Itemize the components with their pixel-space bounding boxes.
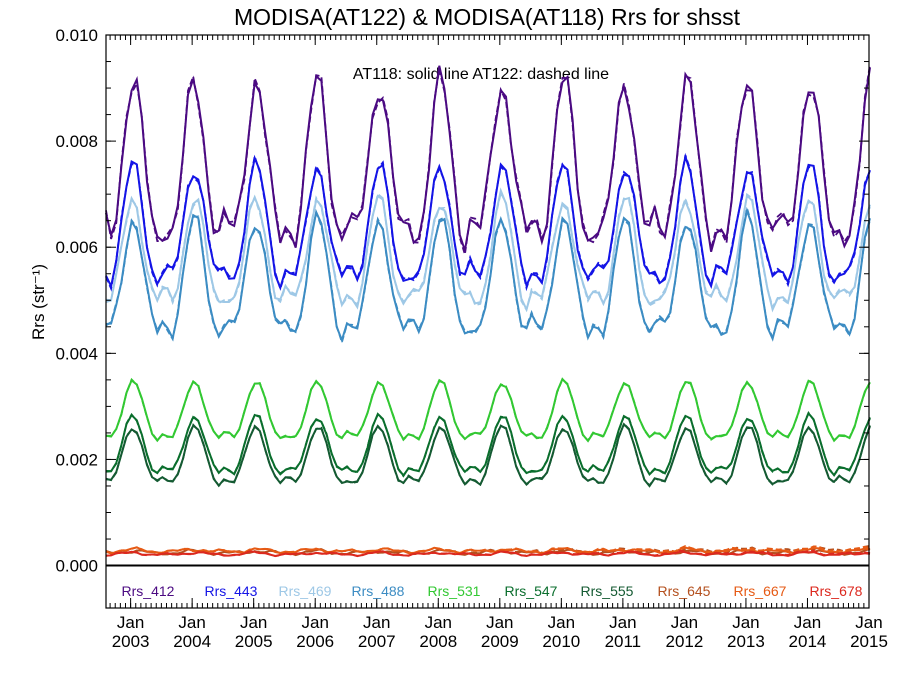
legend-item-rrs-645: Rrs_645 bbox=[658, 583, 711, 599]
legend-item-rrs-555: Rrs_555 bbox=[581, 583, 634, 599]
x-tick-label-month: Jan bbox=[240, 613, 267, 632]
y-tick-label: 0.000 bbox=[55, 557, 98, 576]
chart-subtitle: AT118: solid line AT122: dashed line bbox=[353, 66, 609, 83]
x-tick-label-month: Jan bbox=[671, 613, 698, 632]
x-tick-label-year: 2003 bbox=[112, 632, 150, 651]
y-tick-label: 0.002 bbox=[55, 450, 98, 469]
x-tick-label-month: Jan bbox=[548, 613, 575, 632]
series-line-solid-rrs-443 bbox=[105, 152, 871, 291]
x-tick-label-year: 2013 bbox=[727, 632, 765, 651]
legend-item-rrs-531: Rrs_531 bbox=[428, 583, 481, 599]
x-tick-label-year: 2008 bbox=[419, 632, 457, 651]
y-tick-label: 0.010 bbox=[55, 26, 98, 45]
series-line-solid-rrs-667 bbox=[105, 546, 871, 555]
series-line-solid-rrs-678 bbox=[105, 550, 871, 558]
x-tick-label-year: 2011 bbox=[605, 632, 642, 651]
x-tick-label-year: 2009 bbox=[481, 632, 519, 651]
y-axis-label: Rrs (str⁻¹) bbox=[29, 264, 48, 340]
legend-item-rrs-678: Rrs_678 bbox=[810, 583, 863, 599]
x-tick-label-month: Jan bbox=[301, 613, 328, 632]
axes: 0.0000.0020.0040.0060.0080.010Jan2003Jan… bbox=[55, 26, 887, 651]
x-tick-label-month: Jan bbox=[732, 613, 759, 632]
plot-frame bbox=[105, 34, 870, 609]
legend: Rrs_412 Rrs_443 Rrs_469 Rrs_488 Rrs_531 Rrs_5… bbox=[122, 583, 863, 599]
x-tick-label-year: 2005 bbox=[235, 632, 273, 651]
x-tick-label-year: 2010 bbox=[542, 632, 580, 651]
x-tick-label-month: Jan bbox=[178, 613, 205, 632]
x-tick-label-year: 2012 bbox=[665, 632, 703, 651]
legend-item-rrs-443: Rrs_443 bbox=[205, 583, 258, 599]
legend-item-rrs-469: Rrs_469 bbox=[279, 583, 332, 599]
x-tick-label-year: 2007 bbox=[358, 632, 396, 651]
x-tick-label-month: Jan bbox=[117, 613, 144, 632]
legend-item-rrs-547: Rrs_547 bbox=[505, 583, 558, 599]
series-line-solid-rrs-531 bbox=[105, 377, 871, 443]
x-tick-label-month: Jan bbox=[425, 613, 452, 632]
x-tick-label-month: Jan bbox=[855, 613, 882, 632]
x-tick-label-month: Jan bbox=[363, 613, 390, 632]
chart-title: MODISA(AT122) & MODISA(AT118) Rrs for sh… bbox=[234, 4, 741, 30]
series-line-solid-rrs-555 bbox=[105, 422, 871, 488]
series-line-solid-rrs-412 bbox=[105, 65, 871, 252]
x-tick-label-month: Jan bbox=[609, 613, 636, 632]
plot-area bbox=[105, 64, 871, 567]
x-tick-label-month: Jan bbox=[794, 613, 821, 632]
y-tick-label: 0.004 bbox=[55, 344, 98, 363]
y-tick-label: 0.008 bbox=[55, 132, 98, 151]
series-line-solid-rrs-488 bbox=[105, 206, 871, 344]
x-tick-label-year: 2015 bbox=[850, 632, 888, 651]
x-tick-label-year: 2004 bbox=[173, 632, 211, 651]
y-tick-label: 0.006 bbox=[55, 238, 98, 257]
legend-item-rrs-412: Rrs_412 bbox=[122, 583, 175, 599]
x-tick-label-month: Jan bbox=[486, 613, 513, 632]
x-tick-label-year: 2014 bbox=[789, 632, 827, 651]
series-line-dashed-rrs-531 bbox=[105, 377, 871, 442]
legend-item-rrs-488: Rrs_488 bbox=[352, 583, 405, 599]
series-line-solid-rrs-469 bbox=[105, 187, 871, 313]
x-tick-label-year: 2006 bbox=[296, 632, 334, 651]
legend-item-rrs-667: Rrs_667 bbox=[734, 583, 787, 599]
series-line-solid-rrs-547 bbox=[105, 411, 871, 478]
